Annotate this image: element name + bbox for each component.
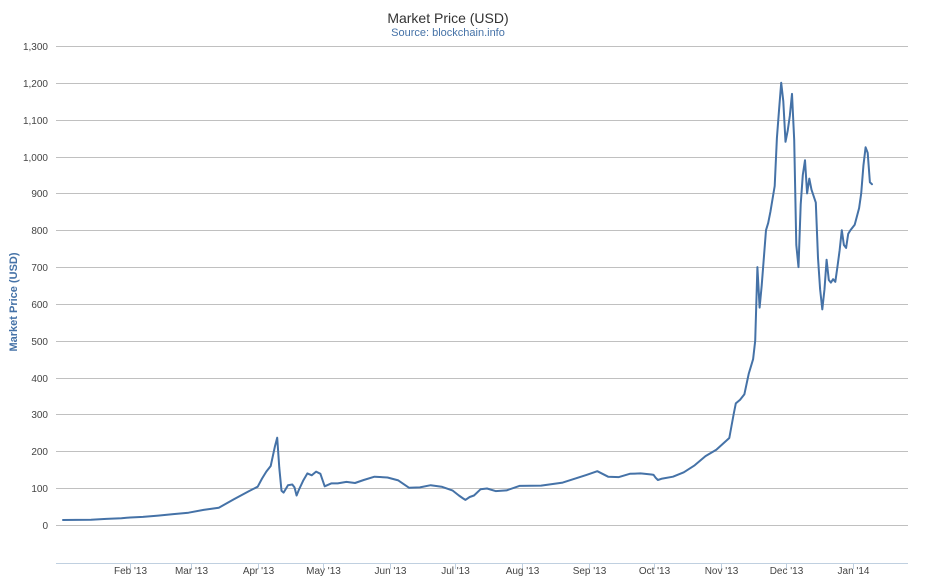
grid (56, 46, 908, 564)
y-axis-ticks: 0 100 200 300 400 500 600 700 800 900 1,000 1,100 1,… (23, 42, 48, 532)
x-tick-label: Jun '13 (375, 566, 407, 577)
series-group (62, 81, 873, 521)
x-tick-label: Mar '13 (175, 566, 208, 577)
y-tick-label: 1,000 (23, 153, 48, 164)
x-tick-label: Jan '14 (838, 566, 870, 577)
chart-title: Market Price (USD) (387, 10, 508, 26)
y-tick-label: 300 (31, 410, 48, 421)
x-tick-label: Dec '13 (770, 566, 804, 577)
series-line (62, 81, 873, 521)
y-tick-label: 500 (31, 337, 48, 348)
y-tick-label: 700 (31, 263, 48, 274)
y-tick-label: 0 (42, 521, 48, 532)
y-tick-label: 400 (31, 374, 48, 385)
y-tick-label: 900 (31, 189, 48, 200)
x-axis-ticks: Feb '13 Mar '13 Apr '13 May '13 Jun '13 Jul '… (114, 563, 870, 577)
y-tick-label: 800 (31, 226, 48, 237)
x-tick-label: Jul '13 (441, 566, 470, 577)
y-tick-label: 200 (31, 447, 48, 458)
x-tick-label: Feb '13 (114, 566, 147, 577)
x-tick-label: May '13 (306, 566, 341, 577)
x-tick-label: Oct '13 (639, 566, 671, 577)
x-tick-label: Sep '13 (573, 566, 607, 577)
y-tick-label: 100 (31, 484, 48, 495)
y-axis-label: Market Price (USD) (8, 252, 20, 351)
chart-subtitle: Source: blockchain.info (391, 27, 505, 39)
x-tick-label: Aug '13 (506, 566, 540, 577)
y-tick-label: 1,200 (23, 79, 48, 90)
x-tick-label: Apr '13 (243, 566, 275, 577)
y-tick-label: 1,300 (23, 42, 48, 53)
x-tick-label: Nov '13 (705, 566, 739, 577)
y-tick-label: 600 (31, 300, 48, 311)
y-tick-label: 1,100 (23, 116, 48, 127)
